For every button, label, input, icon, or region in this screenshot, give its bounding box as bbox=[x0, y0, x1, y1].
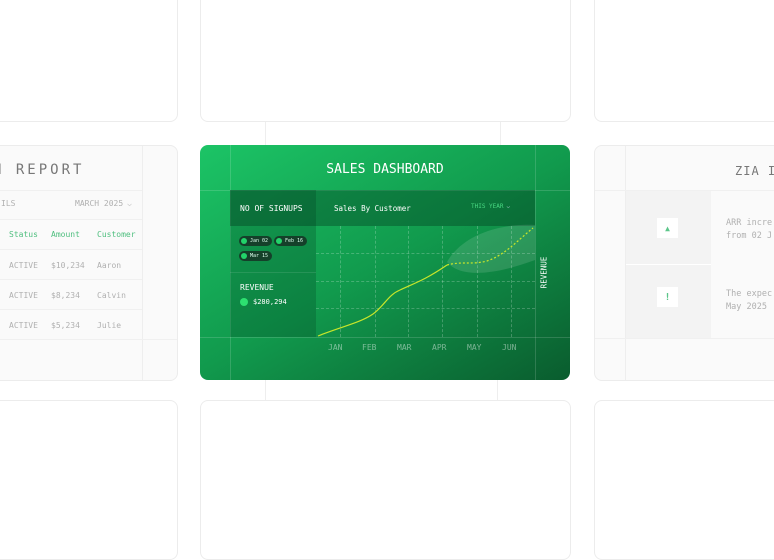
month-label: FEB bbox=[362, 343, 377, 352]
insight-text: ARR incre bbox=[726, 218, 773, 228]
sales-chart bbox=[317, 224, 535, 337]
date-chip[interactable]: Mar 15 bbox=[239, 251, 273, 261]
period-value: MARCH 2025 bbox=[75, 199, 124, 208]
chip-label: Mar 15 bbox=[250, 253, 269, 259]
revenue-value: $280,294 bbox=[253, 298, 287, 306]
col-customer: Customer bbox=[97, 230, 136, 239]
insight-text: The expec bbox=[726, 289, 773, 299]
col-amount: Amount bbox=[51, 230, 80, 239]
cell-customer: Julie bbox=[97, 321, 122, 330]
chevron-down-icon: ⌵ bbox=[506, 203, 511, 210]
placeholder-card bbox=[200, 400, 571, 560]
revenue-value-row: $280,294 bbox=[240, 298, 287, 306]
forecast-band bbox=[447, 224, 535, 273]
check-icon bbox=[241, 253, 247, 259]
range-value: THIS YEAR bbox=[471, 203, 504, 210]
check-icon bbox=[241, 238, 247, 244]
revenue-label: REVENUE bbox=[240, 283, 274, 292]
sales-dashboard-card: SALES DASHBOARD NO OF SIGNUPS Jan 02 Feb… bbox=[200, 145, 570, 380]
placeholder-card bbox=[594, 400, 774, 560]
chip-label: Jan 02 bbox=[250, 238, 269, 244]
cell-amount: $10,234 bbox=[51, 261, 85, 270]
check-icon bbox=[276, 238, 282, 244]
connector bbox=[265, 380, 266, 400]
cell-customer: Aaron bbox=[97, 261, 122, 270]
chip-label: Feb 16 bbox=[285, 238, 304, 244]
connector bbox=[497, 380, 498, 400]
month-label: JUN bbox=[502, 343, 517, 352]
report-card: N REPORT ILS MARCH 2025 ⌵ Status Amount … bbox=[0, 145, 178, 381]
insights-title: ZIA I bbox=[735, 164, 774, 178]
cell-customer: Calvin bbox=[97, 291, 126, 300]
exclamation-icon: ! bbox=[657, 287, 678, 307]
placeholder-card bbox=[200, 0, 571, 122]
cell-amount: $8,234 bbox=[51, 291, 80, 300]
cell-status: ACTIVE bbox=[9, 321, 38, 330]
month-label: MAR bbox=[397, 343, 412, 352]
triangle-up-icon: ▲ bbox=[657, 218, 678, 238]
report-title: N REPORT bbox=[0, 162, 85, 178]
month-label: MAY bbox=[467, 343, 482, 352]
check-circle-icon bbox=[240, 298, 248, 306]
placeholder-card bbox=[0, 400, 178, 560]
placeholder-card bbox=[594, 0, 774, 122]
insight-text: May 2025 bbox=[726, 302, 767, 312]
signups-label: NO OF SIGNUPS bbox=[240, 204, 303, 213]
filter-label: ILS bbox=[1, 199, 16, 208]
date-chip[interactable]: Jan 02 bbox=[239, 236, 273, 246]
axis-label: REVENUE bbox=[539, 256, 549, 289]
cell-amount: $5,234 bbox=[51, 321, 80, 330]
cell-status: ACTIVE bbox=[9, 291, 38, 300]
revenue-line bbox=[317, 264, 448, 337]
dashboard-title: SALES DASHBOARD bbox=[326, 162, 444, 177]
chart-title: Sales By Customer bbox=[334, 204, 411, 213]
connector bbox=[265, 121, 266, 145]
cell-status: ACTIVE bbox=[9, 261, 38, 270]
connector bbox=[500, 121, 501, 145]
insight-text: from 02 J bbox=[726, 231, 773, 241]
month-label: APR bbox=[432, 343, 447, 352]
chevron-down-icon: ⌵ bbox=[127, 199, 132, 208]
placeholder-card bbox=[0, 0, 178, 122]
date-chip[interactable]: Feb 16 bbox=[274, 236, 308, 246]
month-label: JAN bbox=[328, 343, 343, 352]
period-dropdown[interactable]: MARCH 2025 ⌵ bbox=[75, 199, 132, 208]
range-dropdown[interactable]: THIS YEAR ⌵ bbox=[471, 203, 510, 210]
forecast-line bbox=[446, 227, 534, 266]
col-status: Status bbox=[9, 230, 38, 239]
insights-card: ZIA I ▲ ARR incre from 02 J ! The expec … bbox=[594, 145, 774, 381]
